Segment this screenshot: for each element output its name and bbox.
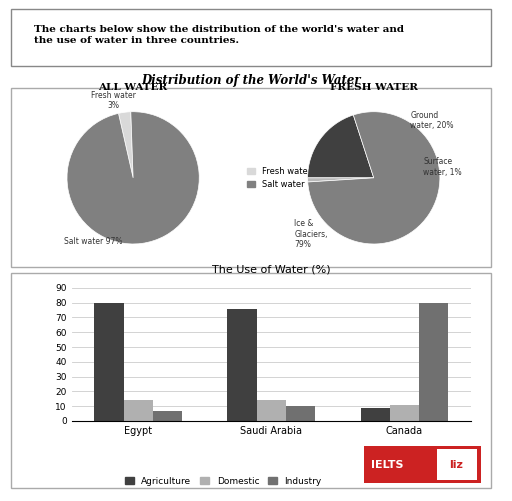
Text: Salt water 97%: Salt water 97% — [63, 237, 122, 246]
Bar — [153, 410, 182, 421]
Wedge shape — [118, 112, 133, 178]
Text: Surface
water, 1%: Surface water, 1% — [423, 157, 462, 176]
FancyBboxPatch shape — [11, 10, 491, 66]
Text: Distribution of the World's Water: Distribution of the World's Water — [141, 74, 360, 87]
Wedge shape — [67, 112, 199, 244]
Bar — [123, 400, 153, 421]
Wedge shape — [308, 112, 440, 244]
Text: IELTS: IELTS — [371, 460, 403, 469]
Bar — [419, 303, 449, 421]
Text: Fresh water
3%: Fresh water 3% — [91, 91, 136, 110]
Text: liz: liz — [450, 460, 463, 469]
Bar — [227, 309, 257, 421]
Title: ALL WATER: ALL WATER — [98, 83, 168, 92]
Title: FRESH WATER: FRESH WATER — [330, 83, 418, 92]
Text: The charts below show the distribution of the world's water and
the use of water: The charts below show the distribution o… — [34, 26, 404, 45]
Bar — [286, 406, 315, 421]
Legend: Fresh water, Salt water: Fresh water, Salt water — [243, 163, 314, 192]
Title: The Use of Water (%): The Use of Water (%) — [212, 264, 331, 274]
Text: Ground
water, 20%: Ground water, 20% — [410, 111, 454, 130]
Wedge shape — [308, 178, 374, 182]
Legend: Agriculture, Domestic, Industry: Agriculture, Domestic, Industry — [121, 473, 326, 489]
FancyBboxPatch shape — [437, 449, 477, 480]
FancyBboxPatch shape — [11, 89, 491, 268]
Bar — [257, 400, 286, 421]
Wedge shape — [308, 115, 374, 178]
FancyBboxPatch shape — [11, 274, 491, 488]
FancyBboxPatch shape — [364, 446, 481, 483]
Bar — [360, 407, 390, 421]
Bar — [390, 405, 419, 421]
Bar — [94, 303, 123, 421]
Text: Ice &
Glaciers,
79%: Ice & Glaciers, 79% — [294, 219, 328, 249]
